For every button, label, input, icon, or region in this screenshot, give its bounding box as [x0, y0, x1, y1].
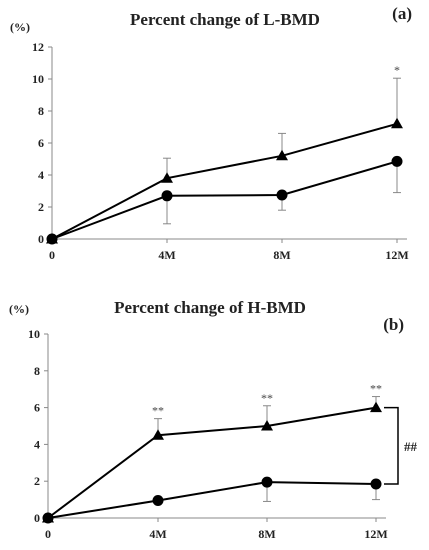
chart-a-series-triangle-point — [161, 172, 173, 183]
chart-b-unit-label: (%) — [9, 302, 29, 316]
chart-a-y-tick-label: 2 — [38, 200, 44, 214]
chart-a-series-triangle-line — [51, 122, 398, 240]
chart-a-unit-label: (%) — [10, 20, 30, 34]
chart-b-series-triangle-significance-mark: ** — [370, 382, 382, 396]
chart-a-series-circle-point — [161, 190, 173, 202]
chart-a-y-tick-label: 10 — [32, 72, 44, 86]
chart-b-series-triangle-line — [47, 406, 377, 519]
chart-b-y-tick-label: 6 — [34, 401, 40, 415]
chart-b-series-triangle-point — [152, 429, 164, 440]
chart-b-series-triangle-point — [370, 401, 382, 413]
chart-b: 0 2 4 6 8 10 0 4M 8M 12M ** ** ** ## — [28, 327, 418, 541]
chart-a-y-tick-label: 0 — [38, 232, 44, 246]
chart-b-series-circle-point — [370, 478, 382, 490]
chart-a-series-triangle-point — [391, 117, 403, 129]
chart-b-y-tick-label: 2 — [34, 474, 40, 488]
chart-a-x-tick-label: 8M — [273, 248, 290, 262]
chart-b-x-tick-label: 8M — [258, 527, 275, 541]
chart-a-y-tick-label: 12 — [32, 40, 44, 54]
chart-b-group-significance: ## — [404, 439, 418, 454]
chart-a-series-circle-line — [51, 160, 398, 240]
chart-a-series-circle-point — [391, 155, 403, 167]
chart-a-series-triangle-point — [276, 149, 288, 161]
chart-a-y-tick-label: 8 — [38, 104, 44, 118]
chart-b-y-tick-label: 10 — [28, 327, 40, 341]
chart-b-series-triangle-significance-mark: ** — [152, 404, 164, 418]
chart-b-y-tick-label: 0 — [34, 511, 40, 525]
chart-b-series-circle-point — [42, 512, 54, 524]
chart-a-x-tick-label: 12M — [385, 248, 408, 262]
chart-a-title: Percent change of L-BMD — [130, 10, 320, 29]
chart-a: 0 2 4 6 8 10 12 0 4M 8M 12M * — [32, 40, 409, 262]
chart-b-series-triangle-point — [261, 420, 273, 431]
chart-a-x-tick-label: 0 — [49, 248, 55, 262]
chart-b-series-circle-point — [152, 495, 164, 507]
chart-b-panel-label: (b) — [383, 315, 404, 334]
chart-b-series-triangle-significance-mark: ** — [261, 391, 273, 405]
chart-b-y-tick-label: 8 — [34, 364, 40, 378]
chart-a-series-triangle-significance-mark: * — [394, 63, 400, 77]
chart-a-y-tick-label: 6 — [38, 136, 44, 150]
chart-b-y-tick-label: 4 — [34, 437, 40, 451]
chart-b-group-bracket — [384, 406, 399, 485]
chart-b-series-circle-point — [261, 476, 273, 488]
chart-b-series-circle-line — [47, 481, 377, 519]
chart-a-series-circle-point — [276, 189, 288, 201]
chart-a-panel-label: (a) — [392, 4, 412, 23]
chart-b-x-tick-label: 0 — [45, 527, 51, 541]
chart-a-y-tick-label: 4 — [38, 168, 44, 182]
chart-b-x-tick-label: 12M — [364, 527, 387, 541]
chart-b-title: Percent change of H-BMD — [114, 298, 306, 317]
chart-b-x-tick-label: 4M — [149, 527, 166, 541]
chart-a-series-circle-point — [46, 233, 58, 245]
chart-a-x-tick-label: 4M — [158, 248, 175, 262]
